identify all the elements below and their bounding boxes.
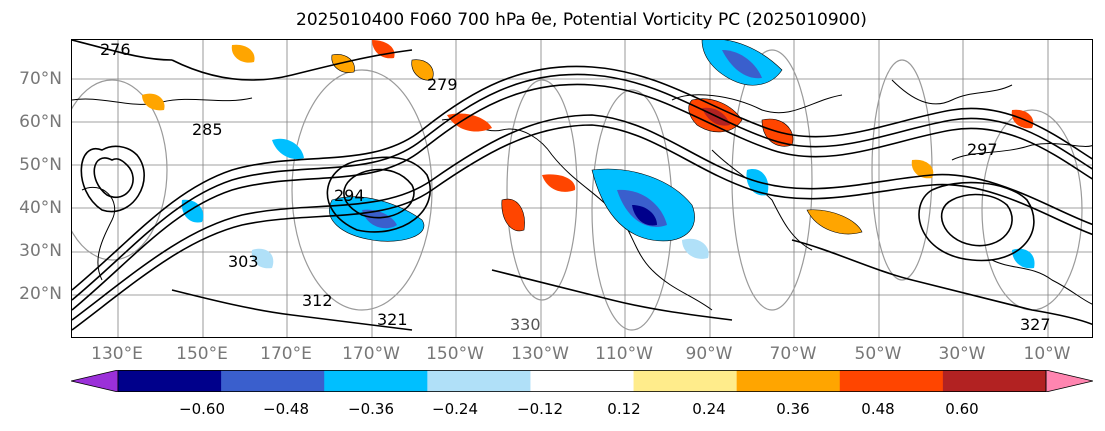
colorbar-tick-label: 0.12 [607, 400, 641, 418]
lon-label: 90°W [685, 344, 733, 364]
lat-label-50n: 50°N [19, 155, 62, 175]
positive-pv-patches [142, 40, 1034, 235]
lon-label: 50°W [854, 344, 902, 364]
lon-label: 30°W [938, 344, 986, 364]
colorbar-segment [633, 370, 738, 392]
colorbar-tick-label: 0.24 [692, 400, 726, 418]
lat-label-60n: 60°N [19, 112, 62, 132]
lon-label: 150°W [426, 344, 484, 364]
negative-pv-patches [181, 40, 1035, 269]
contour-label: 303 [228, 252, 259, 271]
contour-label: 297 [967, 140, 998, 159]
contour-label: 327 [1020, 315, 1051, 334]
lat-label-40n: 40°N [19, 198, 62, 218]
colorbar-segment [427, 370, 531, 392]
colorbar-segment [839, 370, 944, 392]
colorbar-extend-min [71, 370, 119, 392]
colorbar-segment [118, 370, 222, 392]
lat-label-20n: 20°N [19, 284, 62, 304]
map-canvas: 276 285 294 303 312 321 330 279 297 327 [72, 40, 1092, 337]
lon-label: 10°W [1023, 344, 1071, 364]
contour-label-group: 276 285 294 303 312 321 330 279 297 327 [100, 40, 1051, 334]
lon-label: 110°W [595, 344, 653, 364]
contour-label: 330 [510, 315, 541, 334]
lon-label: 70°W [769, 344, 817, 364]
colorbar-extend-max [1045, 370, 1093, 392]
lon-label: 130°W [511, 344, 569, 364]
pc-contours [72, 49, 1083, 331]
colorbar-segment [530, 370, 635, 392]
theta-e-contours [72, 40, 1092, 331]
colorbar-tick-label: −0.48 [263, 400, 309, 418]
colorbar-tick-label: −0.12 [517, 400, 563, 418]
colorbar-tick-label: −0.24 [432, 400, 478, 418]
lon-label: 130°E [91, 344, 143, 364]
colorbar-segments [71, 370, 1093, 392]
contour-label: 285 [192, 120, 223, 139]
colorbar-tick-label: 0.48 [861, 400, 895, 418]
contour-label: 312 [302, 291, 333, 310]
contour-label: 279 [427, 75, 458, 94]
lat-label-70n: 70°N [19, 69, 62, 89]
lon-label: 170°E [260, 344, 312, 364]
lon-label: 170°W [342, 344, 400, 364]
colorbar-tick-label: 0.60 [945, 400, 979, 418]
map-title: 2025010400 F060 700 hPa θe, Potential Vo… [296, 10, 867, 30]
lon-label: 150°E [176, 344, 228, 364]
colorbar-tick-label: 0.36 [776, 400, 810, 418]
colorbar [71, 370, 1093, 392]
lat-label-30n: 30°N [19, 241, 62, 261]
colorbar-tick-label: −0.36 [348, 400, 394, 418]
colorbar-tick-label: −0.60 [179, 400, 225, 418]
colorbar-segment [942, 370, 1047, 392]
contour-label: 321 [377, 310, 408, 329]
colorbar-outline [117, 370, 1047, 392]
contour-label: 294 [334, 186, 365, 205]
colorbar-segment [221, 370, 325, 392]
colorbar-segment [324, 370, 428, 392]
map-panel: 276 285 294 303 312 321 330 279 297 327 [71, 39, 1093, 338]
colorbar-segment [736, 370, 841, 392]
contour-label: 276 [100, 40, 131, 59]
